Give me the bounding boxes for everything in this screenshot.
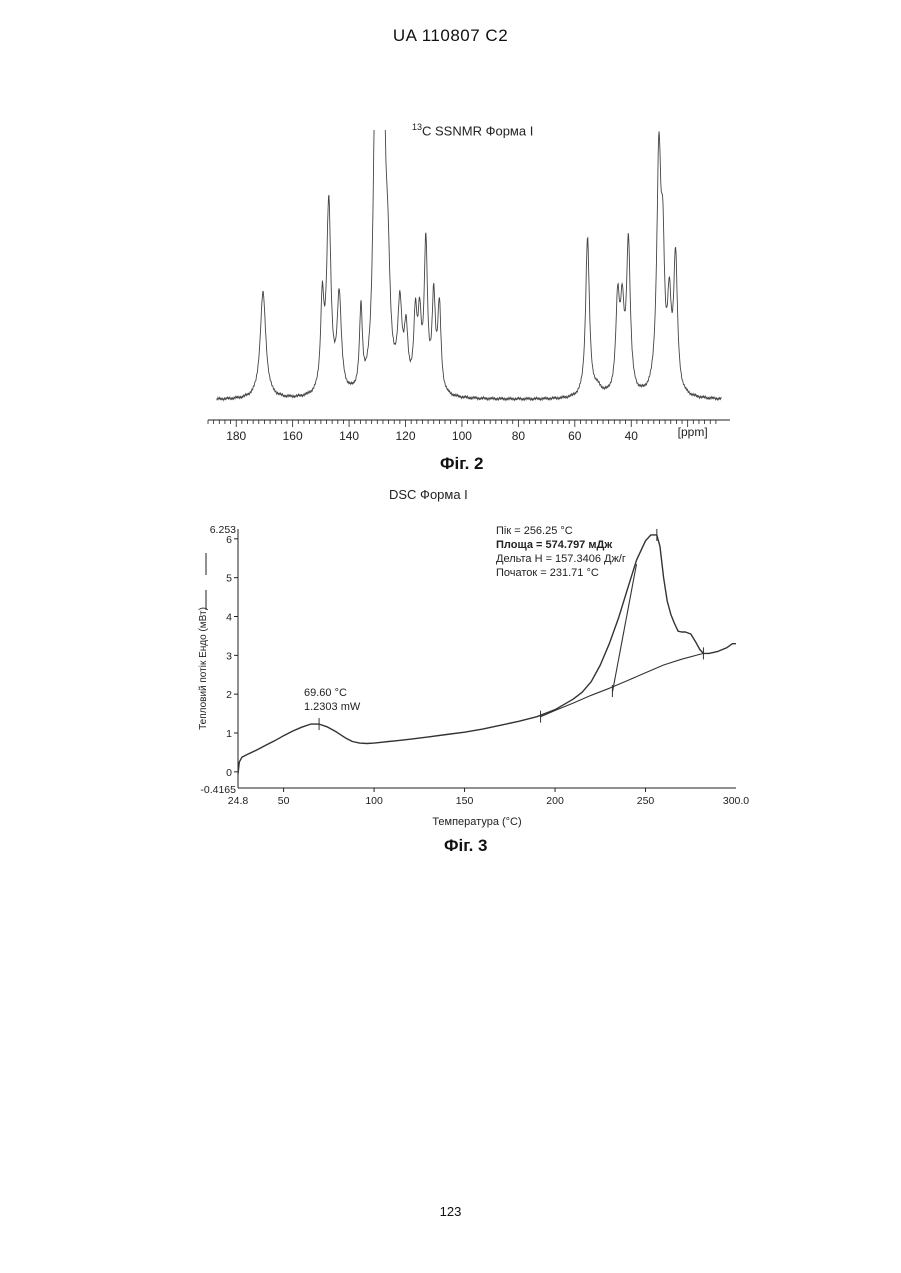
nmr-spectrum-chart: 180 160 140 120 100 80 60 40 [ppm] <box>190 130 750 450</box>
dsc-peak-annotation: Пік = 256.25 °C Площа = 574.797 мДж Дель… <box>496 524 626 580</box>
dsc-y-tick-label: 0 <box>226 767 232 779</box>
dsc-low-peak-annotation: 69.60 °C 1.2303 mW <box>304 686 360 714</box>
dsc-x-tick-label: 150 <box>456 795 474 807</box>
dsc-y-tick-label: 4 <box>226 611 232 623</box>
nmr-plot-area <box>217 130 722 400</box>
annot-low-peak-power: 1.2303 mW <box>304 700 360 714</box>
nmr-tick-label: 40 <box>625 429 639 443</box>
nmr-tick-label: 140 <box>339 429 359 443</box>
nmr-tick-label: 120 <box>395 429 415 443</box>
dsc-ylim-top-label: 6.253 <box>210 524 236 536</box>
dsc-y-tick-label: 3 <box>226 650 232 662</box>
dsc-y-tick-label: 2 <box>226 689 232 701</box>
fig3-caption: Фіг. 3 <box>444 836 488 856</box>
page-number: 123 <box>0 1204 901 1219</box>
nmr-tick-label: 180 <box>226 429 246 443</box>
dsc-xlim-right-label: 300.0 <box>723 795 749 807</box>
nmr-tick-label: 160 <box>283 429 303 443</box>
dsc-x-tick-label: 250 <box>637 795 655 807</box>
dsc-x-tick-label: 200 <box>546 795 564 807</box>
dsc-x-tick-label: 100 <box>365 795 383 807</box>
dsc-labels: 6.253-0.416524.8300.0Температура (°C)Теп… <box>198 524 749 828</box>
dsc-y-axis-title: Тепловий потік Ендо (мВт) <box>198 607 209 730</box>
dsc-series-baseline <box>541 653 704 716</box>
nmr-tick-label: 80 <box>512 429 526 443</box>
dsc-plot-area <box>238 529 736 774</box>
annot-delta-h: Дельта H = 157.3406 Дж/г <box>496 552 626 566</box>
dsc-x-tick-label: 50 <box>278 795 290 807</box>
dsc-y-tick-label: 5 <box>226 573 232 585</box>
dsc-xlim-left-label: 24.8 <box>228 795 249 807</box>
nmr-tick-label: 60 <box>568 429 582 443</box>
dsc-x-axis-title: Температура (°C) <box>432 816 521 828</box>
annot-peak: Пік = 256.25 °C <box>496 524 626 538</box>
annot-area: Площа = 574.797 мДж <box>496 538 626 552</box>
nmr-tick-label: 100 <box>452 429 472 443</box>
dsc-y-tick-label: 1 <box>226 728 232 740</box>
dsc-series-curve <box>238 535 736 774</box>
annot-low-peak-temp: 69.60 °C <box>304 686 360 700</box>
document-number: UA 110807 C2 <box>0 26 901 46</box>
dsc-axes: 012345650100150200250 <box>226 529 736 807</box>
nmr-x-axis: 180 160 140 120 100 80 60 40 [ppm] <box>208 420 730 443</box>
dsc-series-onset-tangent <box>612 564 636 692</box>
nmr-unit-label: [ppm] <box>678 425 708 439</box>
nmr-spectrum-line <box>217 130 722 400</box>
fig2-caption: Фіг. 2 <box>440 454 484 474</box>
annot-onset: Початок = 231.71 °C <box>496 566 626 580</box>
dsc-chart: 012345650100150200250 6.253-0.416524.830… <box>180 515 770 835</box>
dsc-chart-title: DSC Форма I <box>389 487 468 502</box>
